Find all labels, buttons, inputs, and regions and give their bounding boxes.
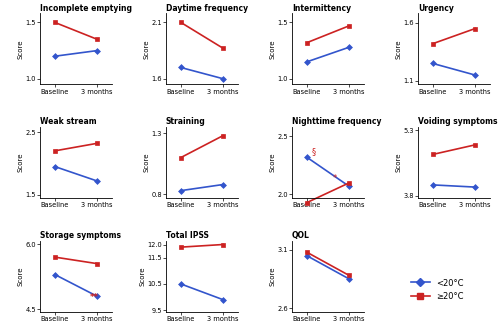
Text: Daytime frequency: Daytime frequency <box>166 4 248 13</box>
Y-axis label: Score: Score <box>270 153 276 172</box>
Legend: <20°C, ≥20°C: <20°C, ≥20°C <box>411 279 464 301</box>
Text: **: ** <box>90 293 98 302</box>
Text: Intermittency: Intermittency <box>292 4 351 13</box>
Text: Voiding symptoms: Voiding symptoms <box>418 117 498 126</box>
Y-axis label: Score: Score <box>144 153 150 172</box>
Text: Total IPSS: Total IPSS <box>166 231 209 240</box>
Y-axis label: Score: Score <box>270 39 276 59</box>
Text: *: * <box>332 174 336 183</box>
Text: Weak stream: Weak stream <box>40 117 96 126</box>
Y-axis label: Score: Score <box>18 153 24 172</box>
Text: Incomplete emptying: Incomplete emptying <box>40 4 132 13</box>
Y-axis label: Score: Score <box>270 266 276 286</box>
Text: Urgency: Urgency <box>418 4 454 13</box>
Text: Storage symptoms: Storage symptoms <box>40 231 121 240</box>
Y-axis label: Score: Score <box>18 39 24 59</box>
Y-axis label: Score: Score <box>140 266 145 286</box>
Y-axis label: Score: Score <box>144 39 150 59</box>
Text: Nighttime frequency: Nighttime frequency <box>292 117 382 126</box>
Y-axis label: Score: Score <box>396 153 402 172</box>
Text: QOL: QOL <box>292 231 310 240</box>
Text: Straining: Straining <box>166 117 206 126</box>
Y-axis label: Score: Score <box>396 39 402 59</box>
Y-axis label: Score: Score <box>18 266 24 286</box>
Text: §: § <box>312 147 316 156</box>
